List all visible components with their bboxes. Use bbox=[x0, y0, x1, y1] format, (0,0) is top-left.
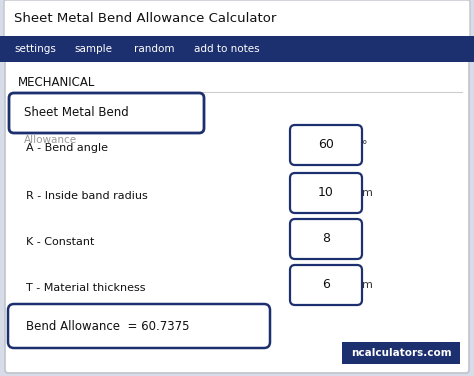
FancyBboxPatch shape bbox=[290, 173, 362, 213]
Text: add to notes: add to notes bbox=[194, 44, 260, 54]
Text: 8: 8 bbox=[322, 232, 330, 246]
Text: settings: settings bbox=[14, 44, 56, 54]
FancyBboxPatch shape bbox=[5, 59, 469, 373]
Text: m: m bbox=[362, 280, 373, 290]
Bar bbox=[342, 342, 460, 364]
Text: MECHANICAL: MECHANICAL bbox=[18, 76, 95, 88]
Text: m: m bbox=[362, 188, 373, 198]
Text: R - Inside band radius: R - Inside band radius bbox=[26, 191, 148, 201]
Text: sample: sample bbox=[74, 44, 112, 54]
Text: ncalculators.com: ncalculators.com bbox=[351, 348, 451, 358]
Text: random: random bbox=[134, 44, 174, 54]
FancyBboxPatch shape bbox=[9, 93, 204, 133]
Text: A - Bend angle: A - Bend angle bbox=[26, 143, 108, 153]
Text: °: ° bbox=[362, 140, 367, 150]
Bar bbox=[0, 36, 474, 62]
FancyBboxPatch shape bbox=[4, 0, 470, 38]
Text: K - Constant: K - Constant bbox=[26, 237, 94, 247]
Text: Sheet Metal Bend: Sheet Metal Bend bbox=[24, 106, 129, 120]
Text: Allowance: Allowance bbox=[24, 135, 77, 145]
Text: Bend Allowance  = 60.7375: Bend Allowance = 60.7375 bbox=[26, 320, 190, 332]
Text: 6: 6 bbox=[322, 279, 330, 291]
Text: T - Material thickness: T - Material thickness bbox=[26, 283, 146, 293]
FancyBboxPatch shape bbox=[290, 219, 362, 259]
FancyBboxPatch shape bbox=[290, 125, 362, 165]
FancyBboxPatch shape bbox=[8, 304, 270, 348]
Text: Sheet Metal Bend Allowance Calculator: Sheet Metal Bend Allowance Calculator bbox=[14, 12, 276, 24]
Text: 60: 60 bbox=[318, 138, 334, 152]
Text: 10: 10 bbox=[318, 186, 334, 200]
FancyBboxPatch shape bbox=[290, 265, 362, 305]
